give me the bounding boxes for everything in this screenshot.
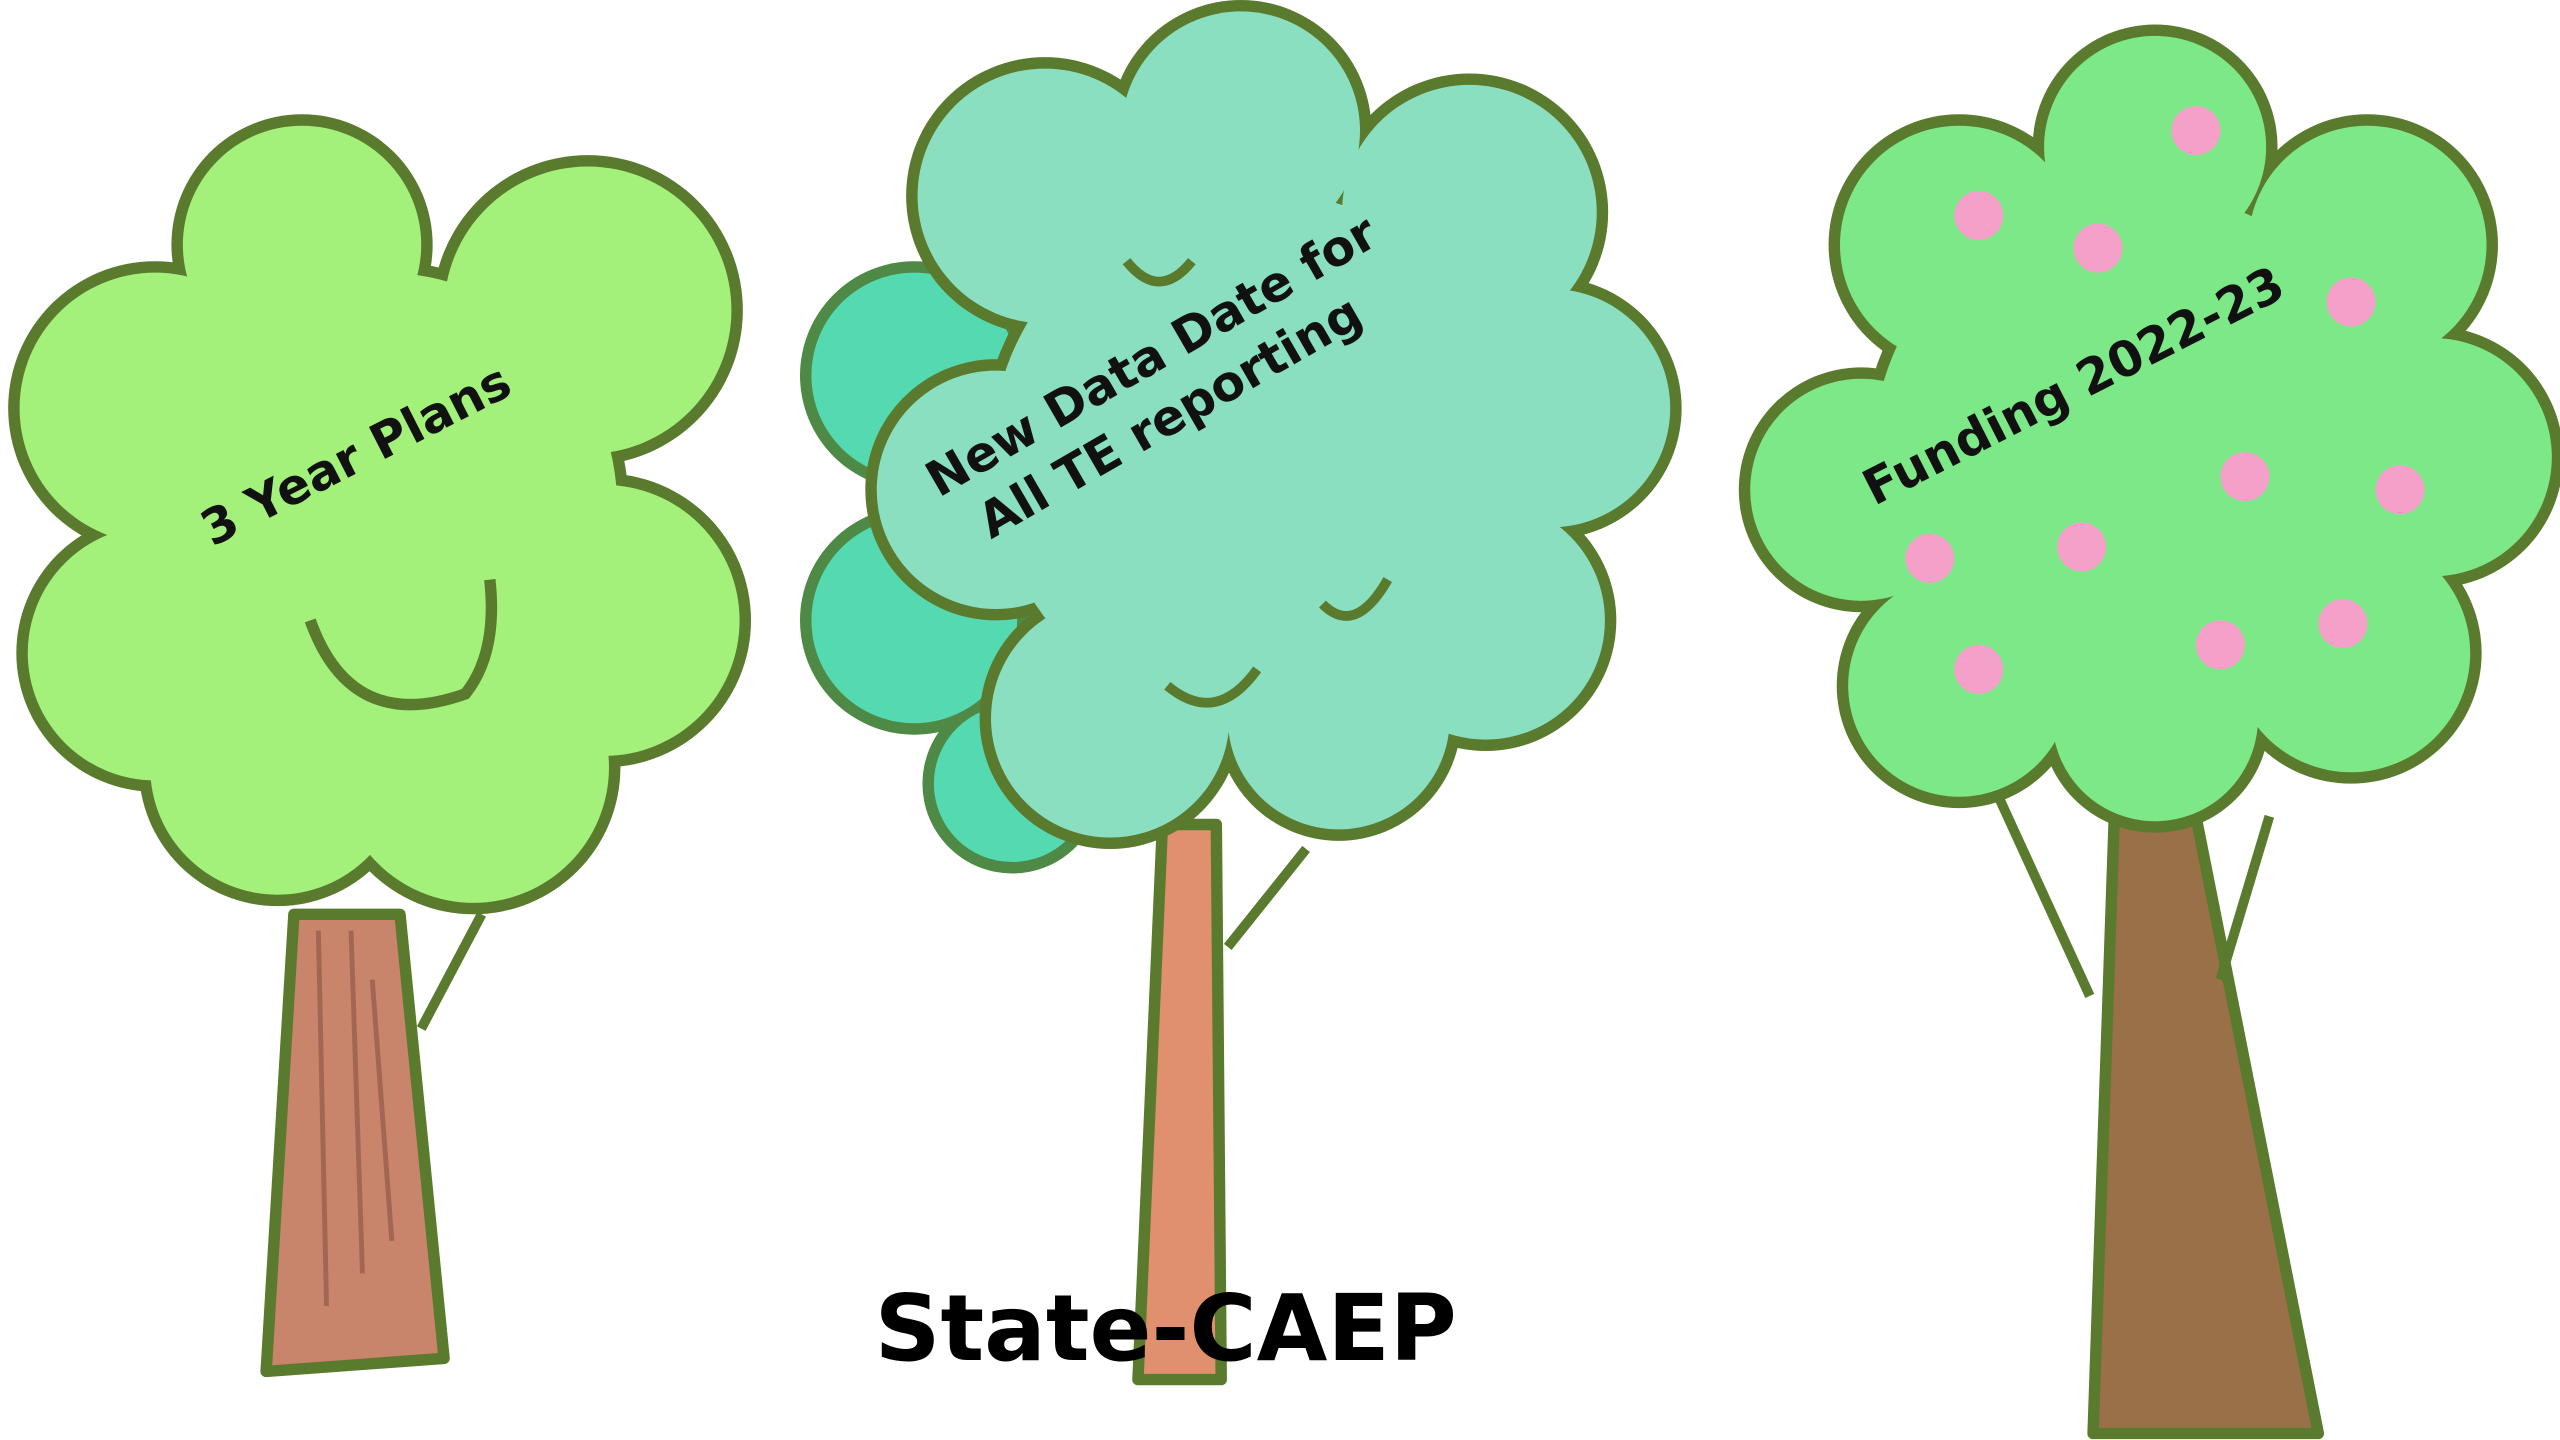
slide: 3 Year Plans New Data Date for All TE re… [0, 0, 2560, 1440]
footer-title: State-CAEP [875, 1275, 1457, 1382]
tree-2: New Data Date for All TE reporting [800, 0, 1682, 1380]
page: 3 Year Plans New Data Date for All TE re… [0, 0, 2560, 1440]
tree-1: 3 Year Plans [8, 114, 751, 1371]
tree-3: Funding 2022-23 [1739, 24, 2560, 1433]
